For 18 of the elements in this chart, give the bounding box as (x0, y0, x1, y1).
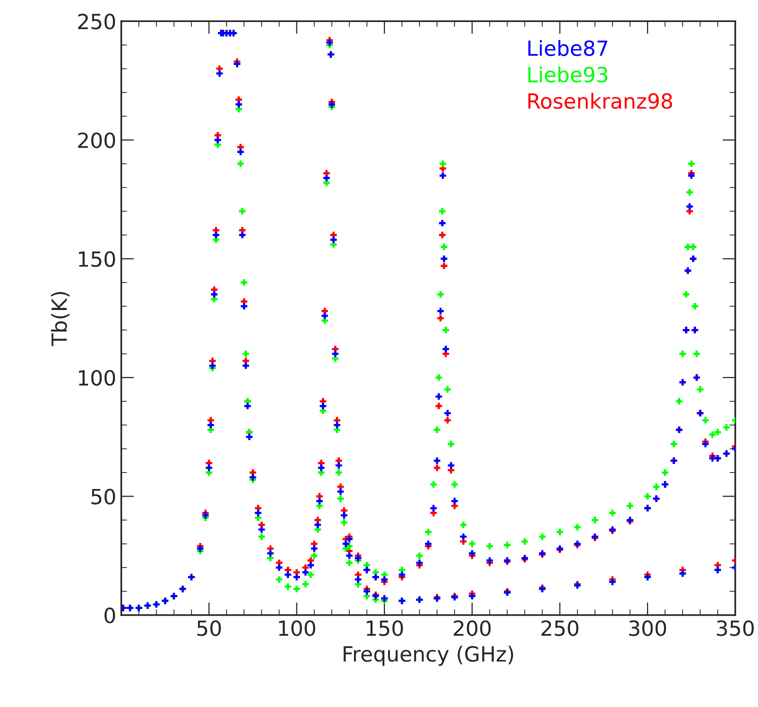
text: Rosenkranz98 (528, 92, 672, 109)
y-tick-label: 150 (78, 251, 116, 267)
y-tick-label: 50 (92, 488, 116, 505)
x-tick-label: 150 (366, 620, 403, 636)
y-tick-label: 250 (78, 14, 116, 30)
x-tick-label: 350 (716, 620, 754, 636)
x-tick-label: 300 (629, 620, 666, 636)
text: Liebe87 (528, 40, 608, 56)
y-tick-label: 0 (104, 608, 116, 624)
y-axis-title: Tb(K) (50, 292, 70, 346)
x-tick-label: 50 (197, 620, 221, 636)
x-tick-label: 250 (541, 620, 578, 636)
y-tick-label: 200 (78, 132, 116, 148)
y-tick-label: 100 (78, 370, 116, 386)
x-tick-label: 100 (279, 620, 316, 636)
text: Liebe93 (528, 66, 608, 82)
x-axis-title: Frequency (GHz) (344, 646, 514, 666)
x-tick-label: 200 (454, 620, 491, 636)
